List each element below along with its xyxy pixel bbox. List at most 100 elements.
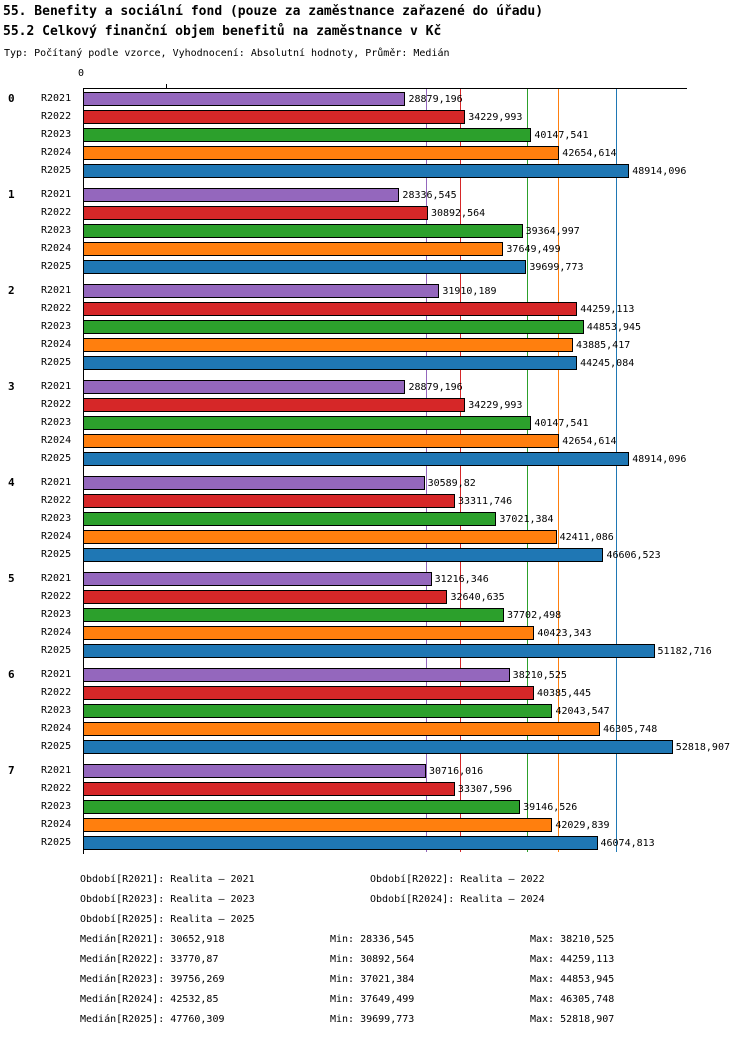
- bar-group-3: 3 R2021 28879,196 R2022 34229,993 R2023 40147,…: [0, 378, 750, 468]
- stat-min: Min: 39699,773: [330, 1014, 415, 1025]
- bar-row: R2022 44259,113: [0, 300, 750, 318]
- bar-value-label: 40423,343: [537, 628, 592, 639]
- bar-r2025-group-7: [83, 836, 598, 850]
- bar-row: R2021 31216,346: [0, 570, 750, 588]
- bar-value-label: 34229,993: [468, 112, 523, 123]
- bar-r2022-group-3: [83, 398, 466, 412]
- bar-track: 31910,189: [83, 282, 686, 300]
- axis-zero-label: 0: [78, 68, 85, 79]
- bar-track: 32640,635: [83, 588, 686, 606]
- group-label: 7: [8, 764, 15, 777]
- median-line-r2021: [425, 89, 427, 852]
- group-label: 4: [8, 476, 15, 489]
- stat-min: Min: 37649,499: [330, 994, 415, 1005]
- bar-value-label: 42411,086: [559, 532, 614, 543]
- bar-row: R2022 34229,993: [0, 108, 750, 126]
- series-label: R2021: [41, 669, 72, 680]
- bar-value-label: 37021,384: [499, 514, 554, 525]
- bar-track: 44245,084: [83, 354, 686, 372]
- bar-track: 40385,445: [83, 684, 686, 702]
- bar-value-label: 46606,523: [606, 550, 661, 561]
- series-label: R2023: [41, 225, 72, 236]
- bar-track: 39146,526: [83, 798, 686, 816]
- bar-r2025-group-3: [83, 452, 630, 466]
- bar-r2024-group-3: [83, 434, 560, 448]
- bar-row: R2024 43885,417: [0, 336, 750, 354]
- bar-row: R2022 40385,445: [0, 684, 750, 702]
- bar-value-label: 32640,635: [450, 592, 505, 603]
- bar-value-label: 42029,839: [555, 820, 610, 831]
- bar-row: R2023 40147,541: [0, 126, 750, 144]
- bar-r2024-group-5: [83, 626, 535, 640]
- bar-track: 46606,523: [83, 546, 686, 564]
- stat-max: Max: 46305,748: [530, 994, 615, 1005]
- bar-value-label: 42654,614: [562, 436, 617, 447]
- series-label: R2025: [41, 741, 72, 752]
- page-title: 55. Benefity a sociální fond (pouze za z…: [3, 4, 544, 19]
- bar-row: R2023 39364,997: [0, 222, 750, 240]
- bar-r2025-group-1: [83, 260, 527, 274]
- bar-value-label: 30716,016: [428, 766, 484, 777]
- series-label: R2021: [41, 93, 72, 104]
- bar-row: R2021 31910,189: [0, 282, 750, 300]
- bar-r2024-group-7: [83, 818, 553, 832]
- bar-r2022-group-2: [83, 302, 578, 316]
- series-label: R2022: [41, 495, 72, 506]
- bar-r2022-group-6: [83, 686, 534, 700]
- series-label: R2023: [41, 321, 72, 332]
- bar-r2021-group-3: [83, 380, 406, 394]
- bar-value-label: 30589,82: [427, 478, 476, 489]
- series-label: R2024: [41, 147, 72, 158]
- median-line-r2023: [527, 89, 529, 852]
- bar-r2022-group-7: [83, 782, 455, 796]
- bar-track: 48914,096: [83, 450, 686, 468]
- bar-track: 40147,541: [83, 414, 686, 432]
- bar-value-label: 46074,813: [600, 838, 655, 849]
- series-label: R2022: [41, 207, 72, 218]
- bar-r2023-group-1: [83, 224, 523, 238]
- bar-track: 31216,346: [83, 570, 686, 588]
- bar-track: 30589,82: [83, 474, 686, 492]
- top-axis-line: [83, 84, 687, 89]
- bar-track: 44853,945: [83, 318, 686, 336]
- bar-track: 30892,564: [83, 204, 686, 222]
- series-label: R2022: [41, 591, 72, 602]
- bar-track: 52818,907: [83, 738, 730, 756]
- bar-row: R2025 51182,716: [0, 642, 750, 660]
- series-label: R2025: [41, 165, 72, 176]
- series-label: R2025: [41, 357, 72, 368]
- bar-r2024-group-2: [83, 338, 574, 352]
- stat-max: Max: 44853,945: [530, 974, 615, 985]
- bar-group-5: 5 R2021 31216,346 R2022 32640,635 R2023 37702,…: [0, 570, 750, 660]
- series-label: R2021: [41, 477, 72, 488]
- series-label: R2025: [41, 645, 72, 656]
- bar-value-label: 44245,084: [580, 358, 635, 369]
- bar-row: R2025 46074,813: [0, 834, 750, 852]
- bar-track: 28879,196: [83, 378, 686, 396]
- bar-r2021-group-0: [83, 92, 406, 106]
- bar-row: R2023 44853,945: [0, 318, 750, 336]
- series-label: R2024: [41, 339, 72, 350]
- bar-r2021-group-1: [83, 188, 400, 202]
- stat-median: Medián[R2025]: 47760,309: [80, 1014, 225, 1025]
- stat-median: Medián[R2021]: 30652,918: [80, 934, 225, 945]
- series-label: R2023: [41, 129, 72, 140]
- bar-row: R2022 33311,746: [0, 492, 750, 510]
- group-label: 1: [8, 188, 15, 201]
- bar-r2025-group-2: [83, 356, 578, 370]
- bar-value-label: 33311,746: [457, 496, 513, 507]
- bar-row: R2021 30716,016: [0, 762, 750, 780]
- series-label: R2023: [41, 513, 72, 524]
- bar-value-label: 44853,945: [586, 322, 642, 333]
- bar-row: R2021 28879,196: [0, 378, 750, 396]
- median-line-r2024: [558, 89, 560, 852]
- bar-track: 37702,498: [83, 606, 686, 624]
- bar-track: 37021,384: [83, 510, 686, 528]
- bar-row: R2022 30892,564: [0, 204, 750, 222]
- series-label: R2021: [41, 573, 72, 584]
- bar-row: R2025 48914,096: [0, 450, 750, 468]
- median-line-r2025: [616, 89, 618, 852]
- bar-track: 40423,343: [83, 624, 686, 642]
- legend-item: Období[R2021]: Realita – 2021: [80, 874, 255, 885]
- bar-group-0: 0 R2021 28879,196 R2022 34229,993 R2023 40147,…: [0, 90, 750, 180]
